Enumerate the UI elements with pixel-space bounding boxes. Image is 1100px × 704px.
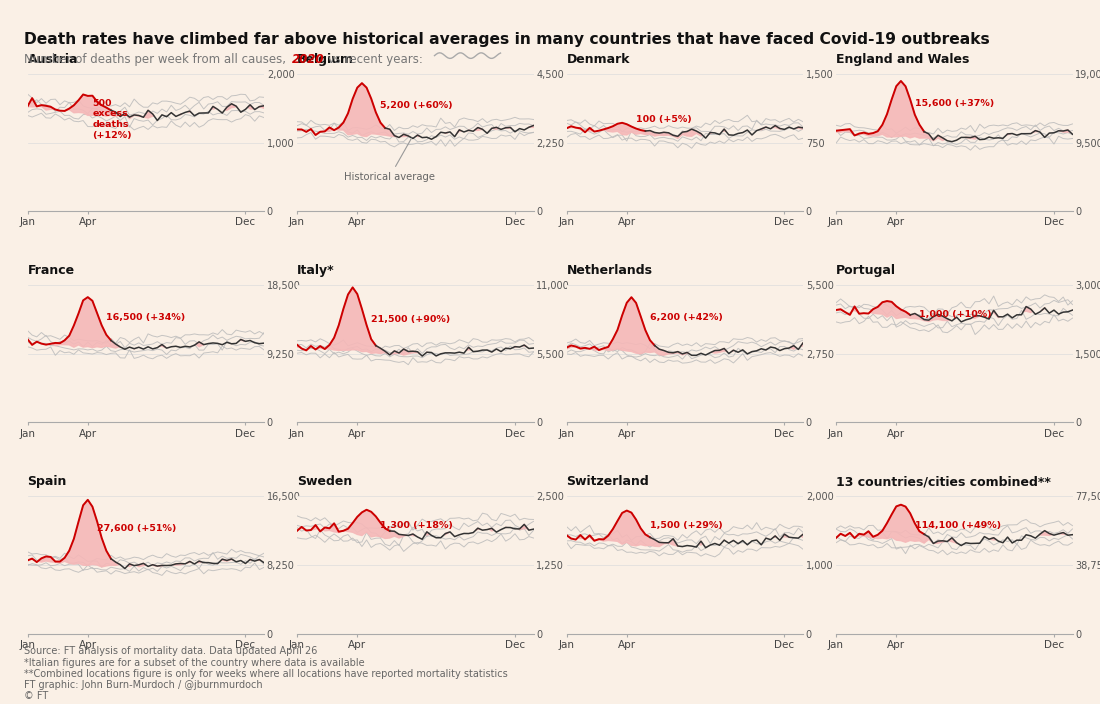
Text: 13 countries/cities combined**: 13 countries/cities combined** [836, 475, 1050, 488]
Text: Portugal: Portugal [836, 264, 896, 277]
Text: 1,500 (+29%): 1,500 (+29%) [650, 521, 723, 530]
Text: Italy*: Italy* [297, 264, 334, 277]
Text: 1,300 (+18%): 1,300 (+18%) [381, 521, 453, 530]
Text: 500
excess
deaths
(+12%): 500 excess deaths (+12%) [92, 99, 132, 140]
Text: Netherlands: Netherlands [566, 264, 652, 277]
Text: Death rates have climbed far above historical averages in many countries that ha: Death rates have climbed far above histo… [24, 32, 990, 46]
Text: FT graphic: John Burn-Murdoch / @jburnmurdoch: FT graphic: John Burn-Murdoch / @jburnmu… [24, 680, 263, 690]
Text: 2020: 2020 [292, 53, 324, 65]
Text: Belgium: Belgium [297, 53, 354, 65]
Text: 15,600 (+37%): 15,600 (+37%) [915, 99, 994, 108]
Text: 6,200 (+42%): 6,200 (+42%) [650, 313, 723, 322]
Text: Denmark: Denmark [566, 53, 630, 65]
Text: **Combined locations figure is only for weeks where all locations have reported : **Combined locations figure is only for … [24, 669, 508, 679]
Text: England and Wales: England and Wales [836, 53, 969, 65]
Text: 21,500 (+90%): 21,500 (+90%) [371, 315, 450, 325]
Text: Source: FT analysis of mortality data. Data updated April 26: Source: FT analysis of mortality data. D… [24, 646, 318, 656]
Text: Switzerland: Switzerland [566, 475, 649, 488]
Text: Sweden: Sweden [297, 475, 352, 488]
Text: 114,100 (+49%): 114,100 (+49%) [915, 521, 1001, 530]
Text: Austria: Austria [28, 53, 78, 65]
Text: 100 (+5%): 100 (+5%) [636, 115, 692, 124]
Text: 27,600 (+51%): 27,600 (+51%) [97, 524, 176, 533]
Text: Number of deaths per week from all causes,: Number of deaths per week from all cause… [24, 53, 290, 65]
Text: 5,200 (+60%): 5,200 (+60%) [381, 101, 453, 111]
Text: Historical average: Historical average [344, 138, 436, 182]
Text: © FT: © FT [24, 691, 48, 701]
Text: *Italian figures are for a subset of the country where data is available: *Italian figures are for a subset of the… [24, 658, 365, 667]
Text: 16,500 (+34%): 16,500 (+34%) [107, 313, 186, 322]
Text: vs recent years:: vs recent years: [324, 53, 424, 65]
Text: Spain: Spain [28, 475, 67, 488]
Text: 1,000 (+10%): 1,000 (+10%) [920, 310, 992, 319]
Text: France: France [28, 264, 75, 277]
